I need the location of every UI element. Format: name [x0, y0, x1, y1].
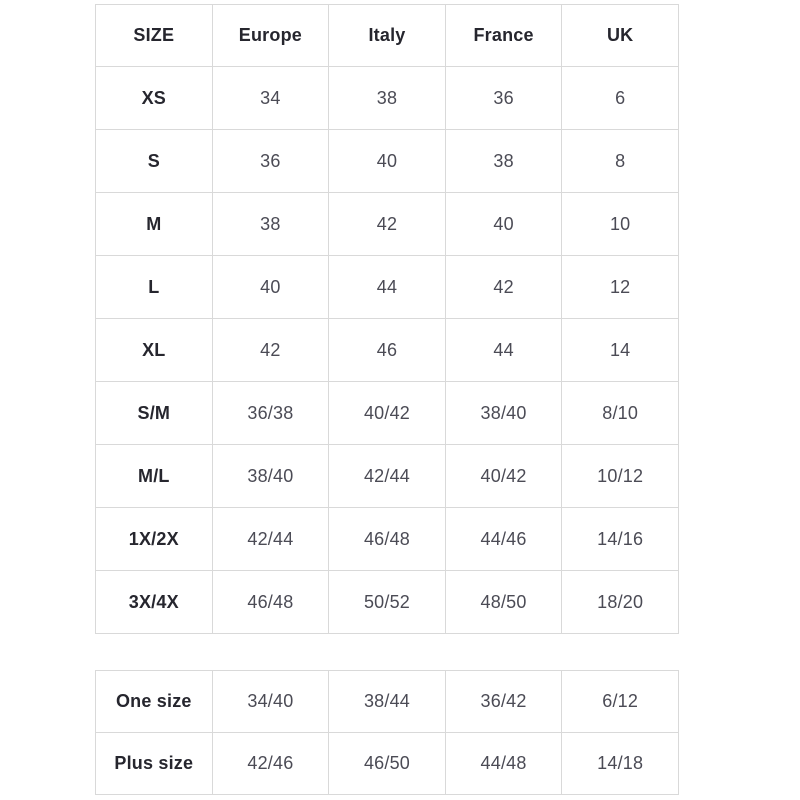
uk-value: 10/12 — [561, 444, 679, 508]
table-row: XL 42 46 44 14 — [95, 318, 679, 382]
size-label: S/M — [95, 381, 213, 445]
france-value: 44/48 — [444, 732, 563, 795]
france-value: 36/42 — [444, 670, 563, 733]
header-row: SIZE Europe Italy France UK — [95, 4, 679, 67]
italy-value: 46/50 — [328, 732, 446, 795]
france-value: 38/40 — [444, 381, 563, 445]
europe-value: 42/46 — [211, 732, 330, 795]
size-label: M — [95, 192, 213, 256]
france-value: 40 — [444, 192, 563, 256]
column-header-france: France — [444, 4, 563, 67]
italy-value: 46/48 — [328, 507, 446, 571]
france-value: 40/42 — [444, 444, 563, 508]
column-header-europe: Europe — [211, 4, 330, 67]
size-label: 1X/2X — [95, 507, 213, 571]
uk-value: 8/10 — [561, 381, 679, 445]
size-conversion-table: SIZE Europe Italy France UK XS 34 38 36 … — [95, 4, 679, 634]
size-label: 3X/4X — [95, 570, 213, 634]
europe-value: 34 — [211, 66, 330, 130]
europe-value: 42/44 — [211, 507, 330, 571]
europe-value: 42 — [211, 318, 330, 382]
france-value: 42 — [444, 255, 563, 319]
special-sizes-table: One size 34/40 38/44 36/42 6/12 Plus siz… — [95, 670, 679, 795]
italy-value: 38/44 — [328, 670, 446, 733]
size-label: M/L — [95, 444, 213, 508]
italy-value: 42 — [328, 192, 446, 256]
table-row: XS 34 38 36 6 — [95, 66, 679, 130]
size-label: XL — [95, 318, 213, 382]
size-label: L — [95, 255, 213, 319]
size-label: One size — [95, 670, 213, 733]
italy-value: 40 — [328, 129, 446, 193]
france-value: 44 — [444, 318, 563, 382]
table-row: 3X/4X 46/48 50/52 48/50 18/20 — [95, 570, 679, 634]
europe-value: 38 — [211, 192, 330, 256]
size-label: Plus size — [95, 732, 213, 795]
france-value: 48/50 — [444, 570, 563, 634]
uk-value: 10 — [561, 192, 679, 256]
uk-value: 8 — [561, 129, 679, 193]
size-label: S — [95, 129, 213, 193]
europe-value: 46/48 — [211, 570, 330, 634]
uk-value: 14 — [561, 318, 679, 382]
europe-value: 34/40 — [211, 670, 330, 733]
italy-value: 38 — [328, 66, 446, 130]
uk-value: 18/20 — [561, 570, 679, 634]
europe-value: 36 — [211, 129, 330, 193]
italy-value: 46 — [328, 318, 446, 382]
table-row: S/M 36/38 40/42 38/40 8/10 — [95, 381, 679, 445]
uk-value: 6 — [561, 66, 679, 130]
uk-value: 12 — [561, 255, 679, 319]
table-row: One size 34/40 38/44 36/42 6/12 — [95, 670, 679, 733]
europe-value: 38/40 — [211, 444, 330, 508]
france-value: 44/46 — [444, 507, 563, 571]
italy-value: 40/42 — [328, 381, 446, 445]
uk-value: 14/16 — [561, 507, 679, 571]
table-row: L 40 44 42 12 — [95, 255, 679, 319]
column-header-italy: Italy — [328, 4, 446, 67]
italy-value: 44 — [328, 255, 446, 319]
column-header-size: SIZE — [95, 4, 213, 67]
europe-value: 36/38 — [211, 381, 330, 445]
size-label: XS — [95, 66, 213, 130]
europe-value: 40 — [211, 255, 330, 319]
italy-value: 42/44 — [328, 444, 446, 508]
uk-value: 6/12 — [561, 670, 679, 733]
italy-value: 50/52 — [328, 570, 446, 634]
table-row: M/L 38/40 42/44 40/42 10/12 — [95, 444, 679, 508]
table-row: 1X/2X 42/44 46/48 44/46 14/16 — [95, 507, 679, 571]
column-header-uk: UK — [561, 4, 679, 67]
table-row: M 38 42 40 10 — [95, 192, 679, 256]
france-value: 36 — [444, 66, 563, 130]
table-row: Plus size 42/46 46/50 44/48 14/18 — [95, 732, 679, 795]
france-value: 38 — [444, 129, 563, 193]
uk-value: 14/18 — [561, 732, 679, 795]
table-row: S 36 40 38 8 — [95, 129, 679, 193]
